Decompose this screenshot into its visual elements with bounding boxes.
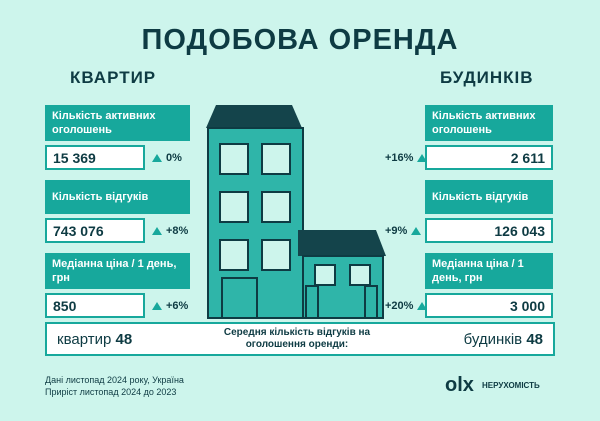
summary-left: квартир 48 <box>57 331 132 348</box>
summary-caption: Середня кількість відгуків на оголошення… <box>223 327 371 350</box>
card-label: Кількість відгуків <box>425 180 553 214</box>
title: ПОДОБОВА ОРЕНДА <box>141 24 459 56</box>
card-label: Медіанна ціна / 1 день, грн <box>45 253 190 289</box>
logo-subtitle: НЕРУХОМІСТЬ <box>482 381 540 390</box>
card-value: 2 611 <box>425 145 553 170</box>
value: 48 <box>526 331 543 348</box>
card-label: Кількість активних оголошень <box>45 105 190 141</box>
change-value: +8% <box>166 224 189 237</box>
up-arrow <box>417 153 428 162</box>
card-label: Кількість відгуків <box>45 180 190 214</box>
change: +9% <box>385 218 422 243</box>
change: 0% <box>152 145 182 170</box>
up-arrow <box>152 153 162 162</box>
label: квартир <box>57 331 112 348</box>
change-value: +6% <box>166 299 189 312</box>
value: 48 <box>115 331 133 348</box>
card-value: 15 369 <box>45 145 145 170</box>
change: +6% <box>152 293 188 318</box>
change-value: 0% <box>166 151 182 164</box>
up-arrow <box>152 226 162 235</box>
footer-note: Дані листопад 2024 року, Україна <box>45 375 184 385</box>
change: +20% <box>385 293 428 318</box>
card-label: Кількість активних оголошень <box>425 105 553 141</box>
card-value: 126 043 <box>425 218 553 243</box>
logo: olx <box>445 374 474 396</box>
change: +8% <box>152 218 188 243</box>
card-value: 743 076 <box>45 218 145 243</box>
change: +16% <box>385 145 428 170</box>
summary-right: будинків 48 <box>464 331 543 348</box>
left-heading: КВАРТИР <box>70 68 157 87</box>
footer-note: Приріст листопад 2024 до 2023 <box>45 387 177 397</box>
card-value: 850 <box>45 293 145 318</box>
change-value: +16% <box>385 151 414 164</box>
change-value: +20% <box>385 299 414 312</box>
label: будинків <box>463 331 523 348</box>
building-illustration <box>206 105 386 319</box>
up-arrow <box>411 226 422 235</box>
card-label: Медіанна ціна / 1 день, грн <box>425 253 553 289</box>
summary-box: квартир 48 Середня кількість відгуків на… <box>45 322 555 356</box>
card-value: 3 000 <box>425 293 553 318</box>
right-heading: БУДИНКІВ <box>440 68 534 87</box>
change-value: +9% <box>385 224 408 237</box>
up-arrow <box>152 301 162 310</box>
up-arrow <box>417 301 428 310</box>
